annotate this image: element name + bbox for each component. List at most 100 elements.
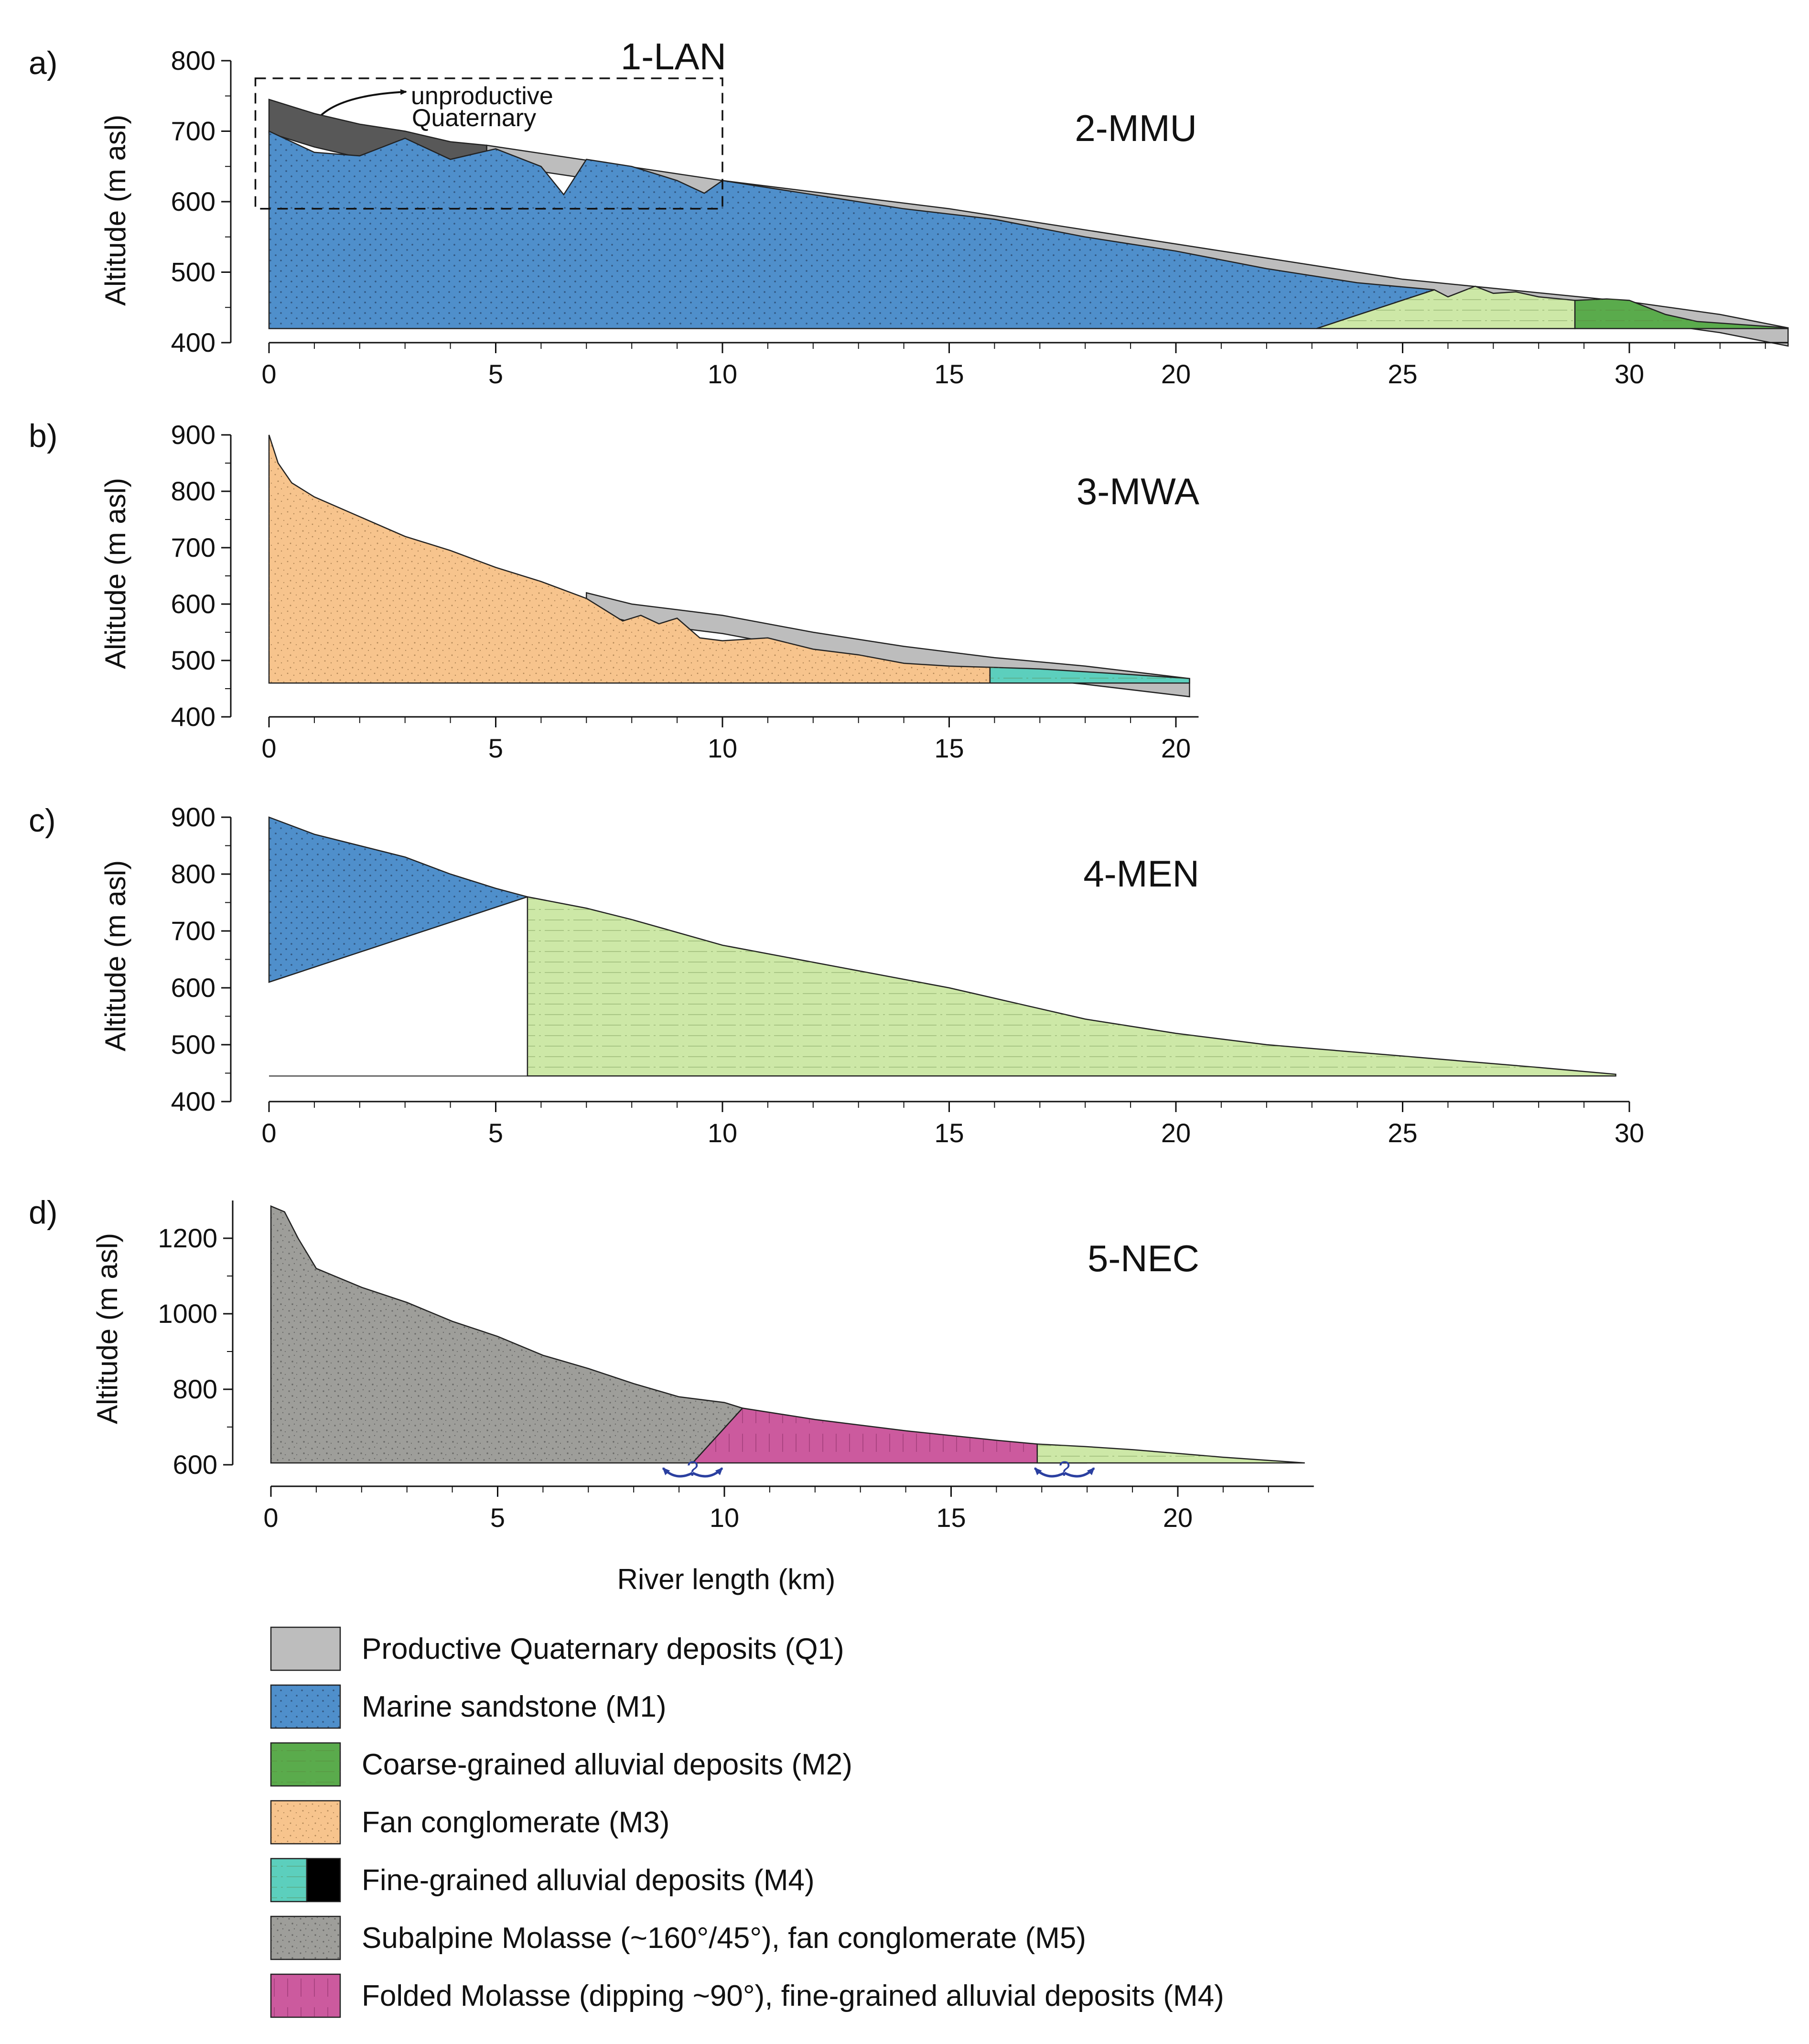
y-tick-label: 500 (171, 645, 215, 675)
x-tick-label: 20 (1161, 359, 1191, 389)
legend-item: Subalpine Molasse (~160°/45°), fan congl… (270, 1915, 1086, 1960)
x-tick-label: 25 (1388, 359, 1417, 389)
legend-swatch-q1 (270, 1626, 341, 1671)
unit-pattern-m4-teal (990, 667, 1190, 683)
x-tick-label: 15 (934, 1118, 964, 1148)
y-tick-label: 500 (171, 257, 215, 287)
annotation-unproductive: unproductive (411, 82, 553, 110)
y-tick-label: 600 (171, 973, 215, 1003)
x-tick-label: 15 (934, 733, 964, 763)
y-tick-label: 700 (171, 532, 215, 562)
inset-box-1-lan (254, 77, 723, 210)
unit-pattern-m5 (271, 1206, 743, 1463)
y-tick-label: 400 (171, 1086, 215, 1116)
panel-d: 600 800 1000 1200 0 5 10 15 20?? (158, 1200, 1314, 1533)
legend-label: Marine sandstone (M1) (362, 1690, 667, 1723)
x-tick-label: 15 (934, 359, 964, 389)
legend-item: Productive Quaternary deposits (Q1) (270, 1626, 844, 1671)
legend-item: Coarse-grained alluvial deposits (M2) (270, 1742, 852, 1787)
unit-pattern-m1 (269, 817, 528, 983)
unit-pattern-m4 (1037, 1444, 1305, 1463)
series-m5 (270, 1205, 744, 1464)
legend-swatch-pattern (271, 1801, 340, 1844)
x-tick-label: 0 (261, 359, 276, 389)
panel-label-d: d) (29, 1194, 57, 1231)
uncertain-arrow-left (662, 1467, 693, 1478)
x-tick-label: 10 (710, 1503, 739, 1533)
x-tick-label: 10 (708, 359, 737, 389)
x-axis-title: River length (km) (617, 1563, 836, 1595)
panel-label-a: a) (29, 45, 57, 81)
uncertain-arrow-right (1064, 1467, 1095, 1478)
x-tick-label: 0 (261, 1118, 276, 1148)
legend: Productive Quaternary deposits (Q1) Marin… (270, 1626, 1224, 2018)
unit-pattern-m4-folded (692, 1408, 1088, 1463)
y-tick-label: 1000 (158, 1298, 217, 1329)
legend-label: Productive Quaternary deposits (Q1) (362, 1633, 844, 1665)
annotation-quaternary: Quaternary (412, 104, 536, 132)
unit-pattern-m4 (1316, 286, 1575, 329)
uncertain-contact-marker: ? (662, 1457, 723, 1481)
uncertain-question-mark: ? (687, 1457, 698, 1481)
legend-item: Fine-grained alluvial deposits (M4) (270, 1858, 815, 1903)
x-tick-label: 20 (1163, 1503, 1193, 1533)
x-tick-label: 0 (263, 1503, 278, 1533)
legend-item: Folded Molasse (dipping ~90°), fine-grai… (270, 1973, 1224, 2018)
panel-title-d: 5-NEC (1088, 1237, 1199, 1279)
x-tick-label: 0 (261, 733, 276, 763)
legend-label: Coarse-grained alluvial deposits (M2) (362, 1748, 852, 1781)
y-tick-label: 800 (171, 45, 215, 76)
legend-swatch-pattern (271, 1859, 307, 1902)
x-tick-label: 20 (1161, 733, 1191, 763)
series-m1 (268, 130, 1435, 329)
y-tick-label: 800 (173, 1374, 217, 1404)
series-m4 (1036, 1443, 1305, 1464)
series-m4 (527, 896, 1616, 1077)
unit-pattern-m3 (269, 435, 990, 683)
panel-title-a: 2-MMU (1075, 107, 1197, 149)
panel-inset-title-a: 1-LAN (621, 35, 726, 77)
y-tick-label: 800 (171, 859, 215, 889)
panel-title-c: 4-MEN (1083, 853, 1199, 895)
x-tick-label: 5 (490, 1503, 505, 1533)
x-tick-label: 5 (488, 1118, 503, 1148)
panel-c: 400 500 600 700 800 900 0 5 10 15 20 25 30 (171, 802, 1645, 1148)
legend-label: Fine-grained alluvial deposits (M4) (362, 1864, 815, 1897)
y-tick-label: 400 (171, 327, 215, 357)
y-tick-label: 500 (171, 1029, 215, 1060)
legend-swatch-pattern (271, 1974, 340, 2017)
y-tick-label: 600 (171, 186, 215, 216)
legend-item: Fan conglomerate (M3) (270, 1800, 669, 1845)
y-axis-title-a: Altitude (m asl) (99, 115, 131, 306)
panel-title-b: 3-MWA (1077, 470, 1199, 512)
legend-label: Subalpine Molasse (~160°/45°), fan congl… (362, 1922, 1086, 1955)
x-tick-label: 30 (1615, 359, 1644, 389)
legend-swatch-pattern (271, 1743, 340, 1786)
legend-swatch-m4-green (306, 1858, 341, 1903)
x-tick-label: 5 (488, 733, 503, 763)
legend-swatch-pattern (271, 1685, 340, 1728)
y-tick-label: 700 (171, 116, 215, 146)
panel-label-c: c) (29, 802, 56, 839)
y-tick-label: 700 (171, 916, 215, 946)
series-m4-folded (691, 1407, 1088, 1464)
x-tick-label: 25 (1388, 1118, 1417, 1148)
x-tick-label: 5 (488, 359, 503, 389)
unit-pattern-m2 (1575, 299, 1788, 329)
x-tick-label: 20 (1161, 1118, 1191, 1148)
panel-label-b: b) (29, 418, 57, 454)
panel-b: 400 500 600 700 800 900 0 5 10 15 20 (171, 420, 1199, 763)
x-tick-label: 15 (936, 1503, 966, 1533)
legend-label: Fan conglomerate (M3) (362, 1806, 669, 1839)
panel-a: 400 500 600 700 800 0 5 10 15 20 25 30 (171, 45, 1789, 389)
y-tick-label: 900 (171, 802, 215, 832)
y-tick-label: 600 (173, 1449, 217, 1480)
uncertain-arrow-right (692, 1467, 723, 1478)
series-m1 (268, 816, 530, 983)
legend-item: Marine sandstone (M1) (270, 1684, 667, 1729)
uncertain-contact-marker: ? (1034, 1457, 1095, 1481)
uncertain-question-mark: ? (1059, 1457, 1070, 1481)
unit-pattern-m4 (527, 897, 1616, 1076)
